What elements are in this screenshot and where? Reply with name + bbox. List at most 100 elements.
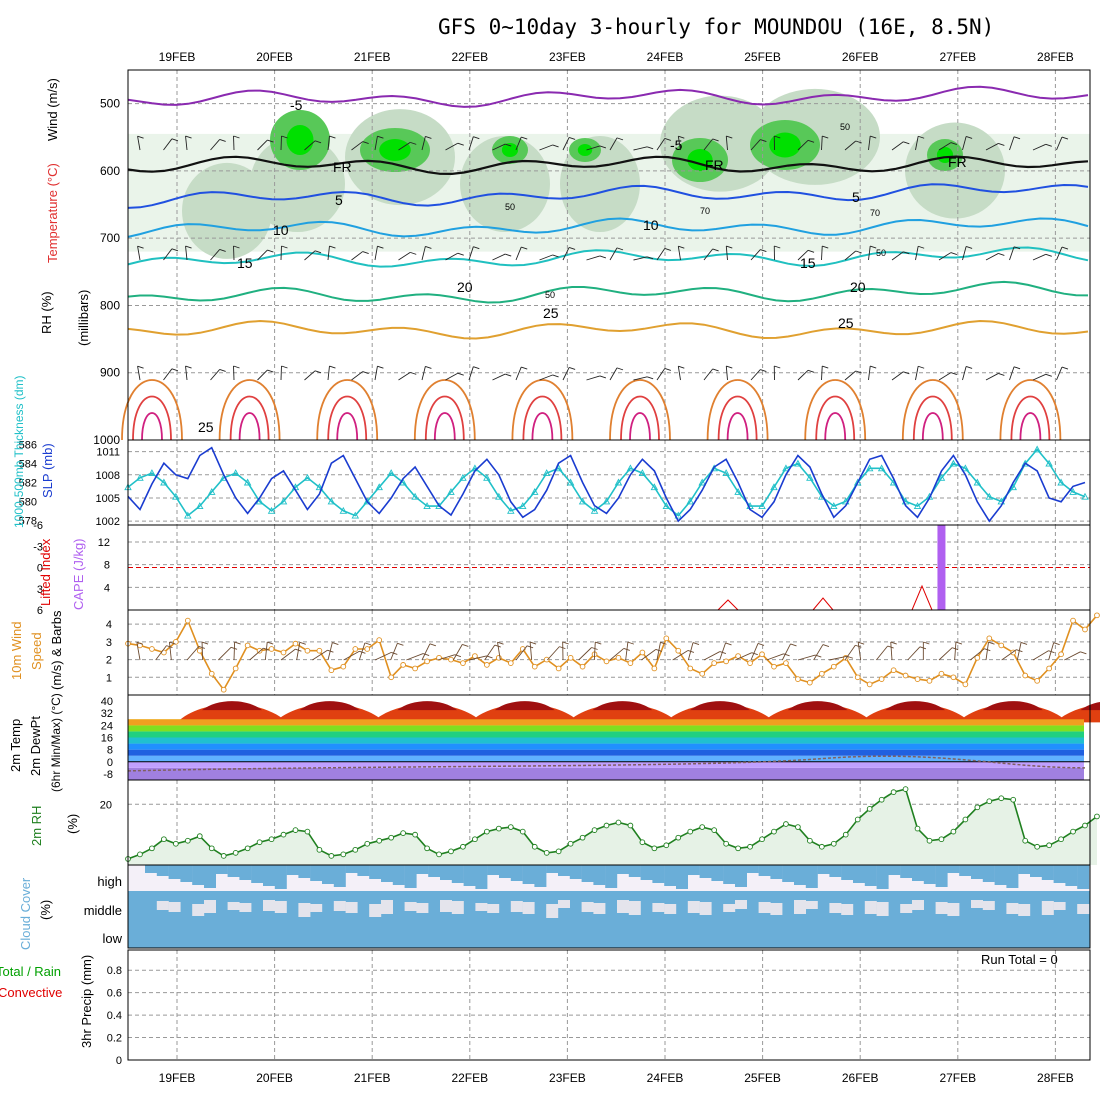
rh2m-point [412, 831, 418, 838]
wind-barb [327, 366, 330, 381]
cloud-cover-high [239, 865, 252, 880]
rh2m-point [1082, 822, 1088, 829]
cloud-cover-gap [900, 904, 913, 913]
thickness-point [375, 483, 383, 491]
contour-label: 25 [543, 305, 559, 321]
wind-barb [954, 642, 957, 661]
cloud-cover-high [853, 865, 865, 883]
temperature-band [128, 743, 1084, 750]
wind-barb [677, 246, 681, 261]
wind-speed-point [1022, 672, 1029, 679]
wind-barb-flag [1013, 136, 1021, 140]
surface-temp-contour [921, 412, 944, 441]
wind-barb-flag [918, 245, 925, 249]
wind-speed-point [639, 649, 646, 656]
rh2m-point [938, 836, 945, 843]
wind-barb [821, 365, 823, 381]
thickness-point [423, 502, 431, 510]
cloud-cover-high [735, 865, 747, 887]
thickness-point [590, 506, 599, 514]
wind-barb [868, 366, 871, 381]
bottom-date-label: 20FEB [256, 1071, 293, 1085]
temp-tick: 32 [101, 708, 113, 720]
temp-tick: 24 [101, 720, 113, 732]
wind-barb [210, 139, 221, 151]
top-date-label: 24FEB [647, 50, 684, 64]
rh2m-point [651, 845, 658, 852]
wind-barb-flag [855, 140, 862, 144]
wind-barb-flag [377, 245, 384, 249]
bottom-date-label: 21FEB [354, 1071, 391, 1085]
chart-title: GFS 0~10day 3-hourly for MOUNDOU (16E, 8… [438, 15, 994, 39]
wind-barb-flag [425, 135, 432, 139]
wind-barb [201, 641, 204, 661]
wind-barb [468, 246, 474, 261]
wind-barb-flag [725, 642, 732, 646]
wind-barb-flag [425, 245, 432, 249]
cloud-cover-high [286, 865, 299, 875]
cloud-cover-gap [758, 902, 771, 913]
cloud-cover-high [263, 865, 275, 886]
wind-barb [186, 646, 200, 661]
wind-barb [868, 246, 871, 261]
thickness-point [339, 506, 348, 514]
cloud-cover-gap [440, 900, 452, 912]
rh-shade-region [460, 136, 550, 232]
wind-barb [985, 642, 989, 661]
cloud-cover-gap [794, 900, 806, 914]
cloud-cover-gap [581, 902, 594, 912]
bottom-date-label: 26FEB [842, 1071, 879, 1085]
temperature-daily-peak [592, 701, 653, 711]
wind-barb-flag [903, 251, 910, 255]
wind-barb [857, 642, 862, 661]
wind-speed-point [388, 674, 395, 681]
wind-speed-point [1058, 651, 1064, 658]
wind-barb [484, 644, 496, 661]
cloud-cover-high [1006, 865, 1019, 888]
rh2m-point [830, 840, 837, 847]
rh2m-point [495, 825, 502, 832]
rh2m-point [950, 828, 957, 835]
top-date-label: 20FEB [256, 50, 293, 64]
wind-barb-flag [616, 137, 624, 141]
rh2m-point [890, 789, 897, 795]
thickness-point [614, 478, 623, 486]
contour-label: 20 [457, 279, 473, 295]
wind-barb [421, 246, 426, 261]
wind-barb [821, 245, 823, 261]
wind-barb [398, 371, 411, 381]
wind-barb-flag [299, 641, 306, 645]
wind-barb [844, 644, 856, 661]
ylabel-cloud-cover: Cloud Cover [18, 877, 33, 950]
thickness-point [148, 469, 156, 477]
wind-speed-point [675, 647, 682, 654]
wind-barb [374, 651, 392, 661]
cloud-cover-high [1077, 865, 1090, 889]
wind-barb-flag [616, 367, 624, 371]
cloud-cover-gap [333, 901, 346, 911]
wind-barb-flag [760, 249, 767, 253]
thickness-point [626, 464, 635, 472]
wind-barb [687, 642, 694, 661]
wind-speed-point [1034, 677, 1041, 684]
wind-barb [163, 138, 173, 151]
wind-barb-flag [822, 245, 829, 249]
wind-barb-flag [890, 641, 897, 645]
wind-barb-flag [267, 139, 274, 143]
cloud-cover-high [628, 865, 641, 877]
cloud-cover-gap [345, 902, 358, 913]
cloud-cover-gap [192, 904, 205, 916]
wind-barb-flag [281, 135, 288, 139]
thickness-point [530, 488, 539, 495]
wind-barb [719, 642, 726, 661]
cloud-cover-high [404, 865, 417, 888]
wind-barb [750, 369, 761, 381]
wind-speed-point [902, 672, 909, 679]
wind-speed-point [807, 679, 813, 686]
wind-barb [633, 146, 648, 151]
precip-tick: 0.6 [107, 988, 122, 1000]
cloud-cover-gap [263, 900, 275, 911]
cloud-cover-high [1065, 865, 1078, 886]
wind-barb [672, 650, 689, 661]
wind-barb-flag [923, 641, 930, 645]
